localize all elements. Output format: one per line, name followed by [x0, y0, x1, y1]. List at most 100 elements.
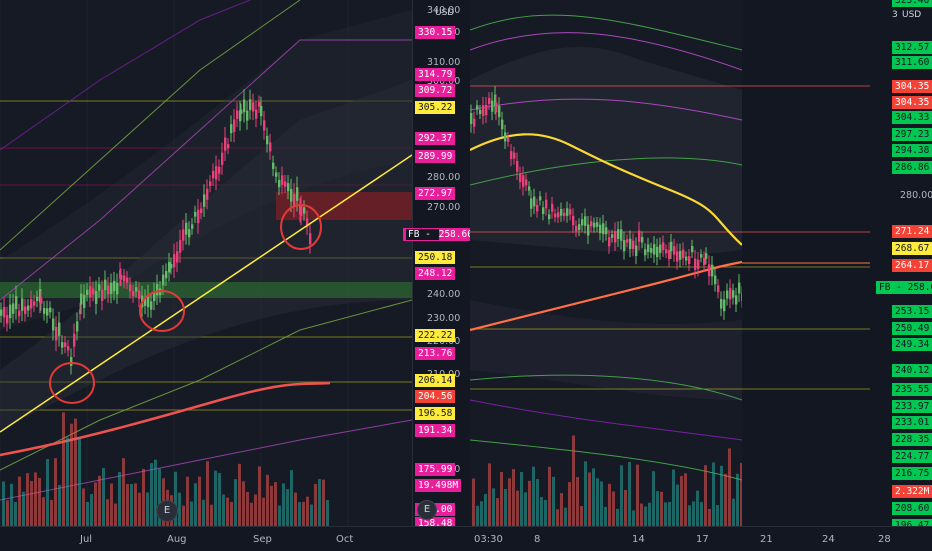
volume-bar — [568, 482, 571, 526]
price-tag-value: 258.60 — [907, 282, 932, 293]
candle-body — [185, 222, 188, 235]
volume-bar — [178, 492, 181, 526]
price-tag-value: 297.23 — [895, 129, 930, 140]
price-tag: 208.60 — [892, 502, 932, 515]
price-tag: 272.97 — [415, 187, 456, 200]
time-label: 28 — [878, 534, 891, 545]
right-time-axis[interactable]: 03:30 8 14 17 21 24 28 — [470, 526, 932, 551]
price-tag: 175.99 — [415, 463, 456, 476]
volume-bar — [98, 475, 101, 526]
volume-bar — [504, 488, 507, 526]
volatility-band — [0, 10, 412, 330]
candle-body — [9, 304, 12, 319]
left-price-chart[interactable] — [0, 0, 412, 526]
price-tag-value: 292.37 — [418, 133, 453, 144]
events-button[interactable]: E — [156, 500, 178, 522]
volume-bar — [310, 504, 313, 526]
price-tag: 228.35 — [892, 433, 932, 446]
candle-body — [73, 333, 76, 347]
candle-body — [626, 239, 629, 243]
right-price-chart[interactable] — [470, 0, 742, 526]
price-tag-value: 258.60 — [438, 229, 473, 240]
candle-body — [281, 175, 284, 185]
time-label: 8 — [534, 534, 541, 545]
candle-body — [30, 299, 33, 309]
price-tag-value: 213.76 — [418, 348, 453, 359]
candle-body — [119, 270, 122, 279]
volume-bar — [266, 474, 269, 526]
time-label: Oct — [336, 534, 354, 545]
volume-bar — [58, 485, 61, 526]
volume-bar — [206, 461, 209, 526]
candle-body — [542, 207, 545, 215]
candle-body — [691, 245, 694, 253]
envelope-line — [470, 399, 742, 441]
candle-body — [206, 188, 209, 200]
candle-body — [165, 271, 168, 279]
candle-body — [644, 249, 647, 256]
candle-body — [266, 135, 269, 145]
right-scale-digit: 3 — [892, 10, 898, 20]
price-tag: 304.35 — [892, 80, 932, 93]
right-price-scale[interactable]: USD 3 280.00 323.40 312.57 311.60 304.35 304… — [870, 0, 932, 532]
left-scale-toggle[interactable]: E — [417, 500, 437, 520]
candle-body — [15, 296, 18, 310]
candle-body — [227, 144, 230, 149]
candle-body — [107, 285, 110, 295]
volume-bar — [198, 476, 201, 526]
volume-bar — [664, 502, 667, 526]
price-tag-value: 228.35 — [895, 434, 930, 445]
volume-bar — [230, 501, 233, 526]
highlight-circle — [139, 290, 185, 332]
price-tag-value: 222.22 — [418, 330, 453, 341]
candle-body — [182, 229, 185, 241]
candle-body — [49, 307, 52, 313]
volume-bar — [536, 479, 539, 526]
volume-bar — [716, 505, 719, 526]
candle-body — [224, 137, 227, 151]
volume-bar — [210, 504, 213, 526]
candle-body — [67, 346, 70, 351]
price-tag-value: 250.49 — [895, 323, 930, 334]
volume-bar — [138, 492, 141, 526]
price-tag-value: 233.01 — [895, 417, 930, 428]
volume-bar — [524, 492, 527, 526]
volume-bar — [186, 476, 189, 526]
price-tag-value: 191.34 — [418, 425, 453, 436]
candle-body — [653, 244, 656, 255]
volume-bar — [572, 435, 575, 526]
volume-bar — [246, 492, 249, 526]
candle-body — [309, 233, 312, 245]
candle-body — [275, 172, 278, 177]
price-tag: 289.99 — [415, 150, 456, 163]
left-chart-pane[interactable]: E — [0, 0, 412, 526]
volume-bar — [700, 502, 703, 526]
volume-bar — [46, 459, 49, 526]
volume-bar — [636, 464, 639, 526]
candle-body — [641, 237, 644, 243]
left-time-axis[interactable]: Jul Aug Sep Oct — [0, 526, 470, 551]
candle-body — [176, 251, 179, 263]
candle-body — [129, 284, 132, 292]
price-tag-value: 196.58 — [418, 408, 453, 419]
candle-body — [230, 124, 233, 134]
volume-bar — [158, 468, 161, 526]
volume-bar — [122, 458, 125, 526]
price-tag-value: 19.498M — [418, 480, 459, 491]
trendline — [0, 154, 412, 433]
candle-body — [278, 179, 281, 188]
candle-body — [673, 246, 676, 255]
volume-bar — [90, 494, 93, 526]
volume-bar — [528, 480, 531, 526]
candle-body — [83, 294, 86, 308]
volume-bar — [226, 497, 229, 526]
candle-body — [602, 223, 605, 235]
left-price-scale[interactable]: USD 340.00320.00310.00300.00280.00270.00… — [403, 0, 476, 530]
candle-body — [708, 264, 711, 277]
right-chart-empty-area[interactable] — [742, 0, 870, 526]
right-chart-pane[interactable] — [470, 0, 742, 526]
volume-bar — [604, 506, 607, 526]
candle-body — [0, 309, 3, 316]
moving-average-yellow — [470, 133, 742, 246]
price-tag-value: 216.75 — [895, 468, 930, 479]
